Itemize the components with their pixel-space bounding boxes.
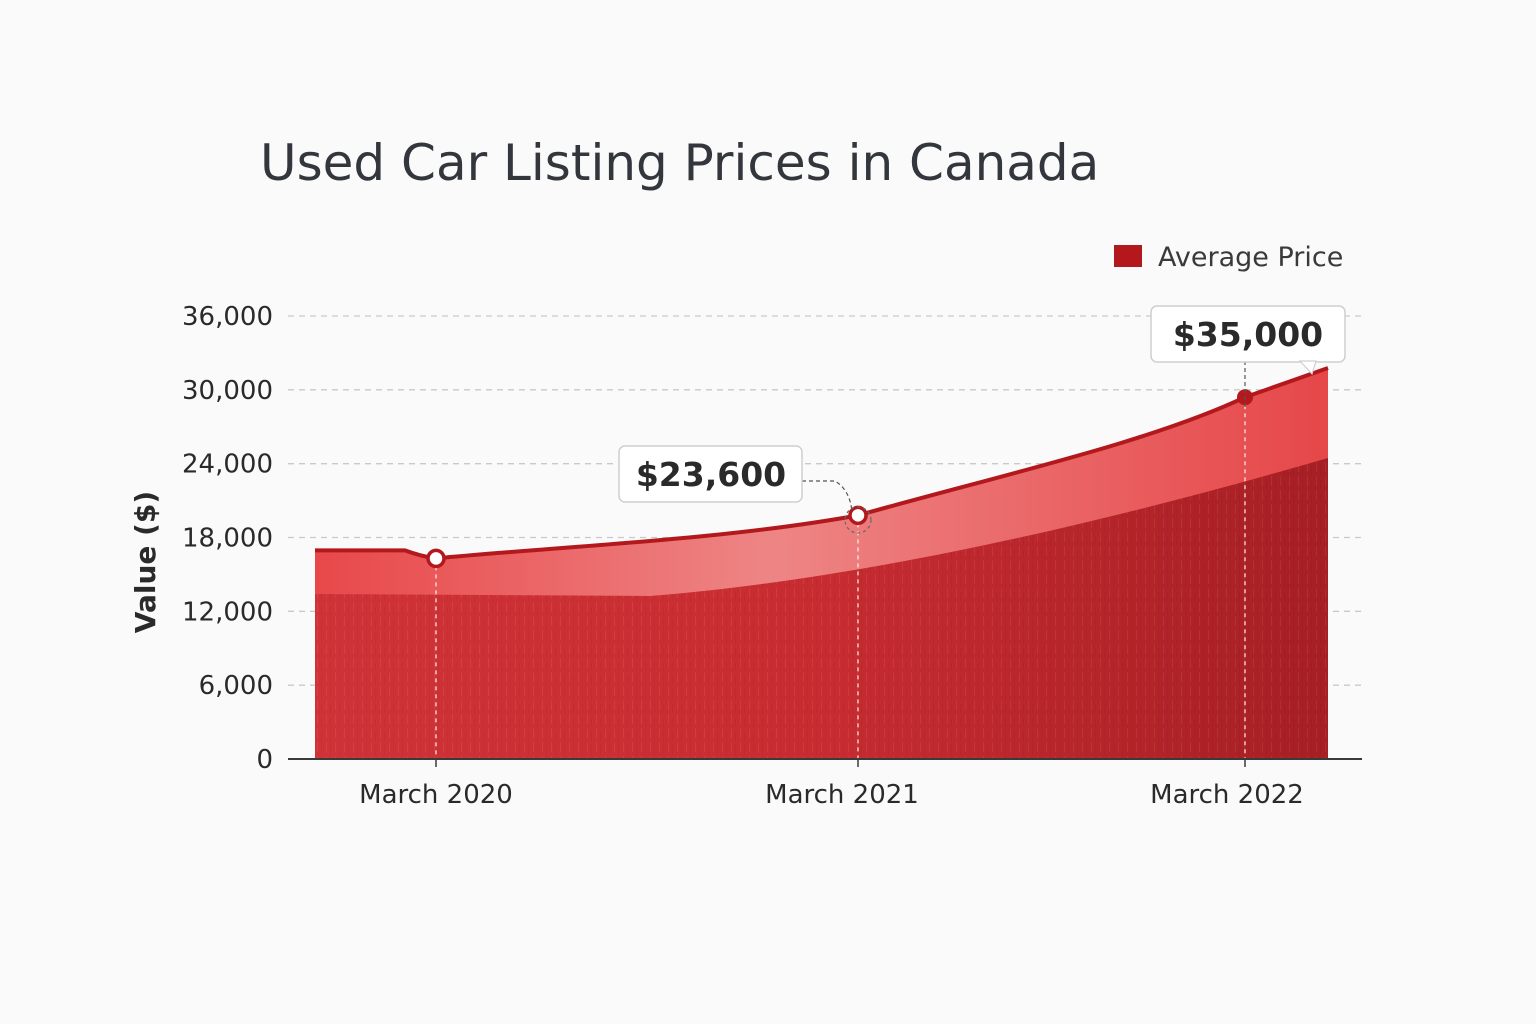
- x-tick-label: March 2021: [765, 780, 919, 810]
- area-series: [315, 366, 1329, 759]
- y-tick-label: 30,000: [182, 376, 273, 406]
- y-axis-title: Value ($): [129, 491, 162, 633]
- callout-2021-leader: [802, 480, 853, 513]
- y-tick-label: 0: [256, 745, 273, 775]
- x-tick-label: March 2022: [1150, 780, 1304, 810]
- data-point: [848, 505, 868, 526]
- y-axis-ticks: 0 6,000 12,000 18,000 24,000 30,000 36,000: [182, 302, 273, 775]
- area-texture: [315, 458, 1328, 759]
- x-tick-label: March 2020: [359, 780, 513, 810]
- callout-2022-pointer: [1298, 360, 1317, 376]
- callout-2021: $23,600: [618, 445, 872, 534]
- y-tick-label: 24,000: [182, 450, 273, 480]
- y-tick-label: 6,000: [199, 671, 273, 701]
- chart-title: Used Car Listing Prices in Canada: [260, 134, 1099, 192]
- x-axis-ticks: March 2020 March 2021 March 2022: [359, 759, 1304, 810]
- legend-swatch: [1114, 245, 1142, 267]
- y-tick-label: 12,000: [182, 597, 273, 627]
- callout-2021-ring: [844, 506, 872, 534]
- data-point: [426, 548, 446, 569]
- callout-2022: $35,000: [1150, 305, 1346, 408]
- legend-label: Average Price: [1158, 242, 1343, 273]
- y-tick-label: 18,000: [182, 524, 273, 554]
- callout-2022-label: $35,000: [1173, 315, 1323, 354]
- y-tick-label: 36,000: [182, 302, 273, 332]
- callout-2021-label: $23,600: [636, 455, 786, 494]
- category-guides: [435, 397, 1246, 769]
- data-points: [426, 389, 1253, 569]
- callout-2022-box: [1150, 305, 1346, 363]
- callout-2021-box: [618, 445, 803, 503]
- legend: Average Price: [1114, 242, 1343, 273]
